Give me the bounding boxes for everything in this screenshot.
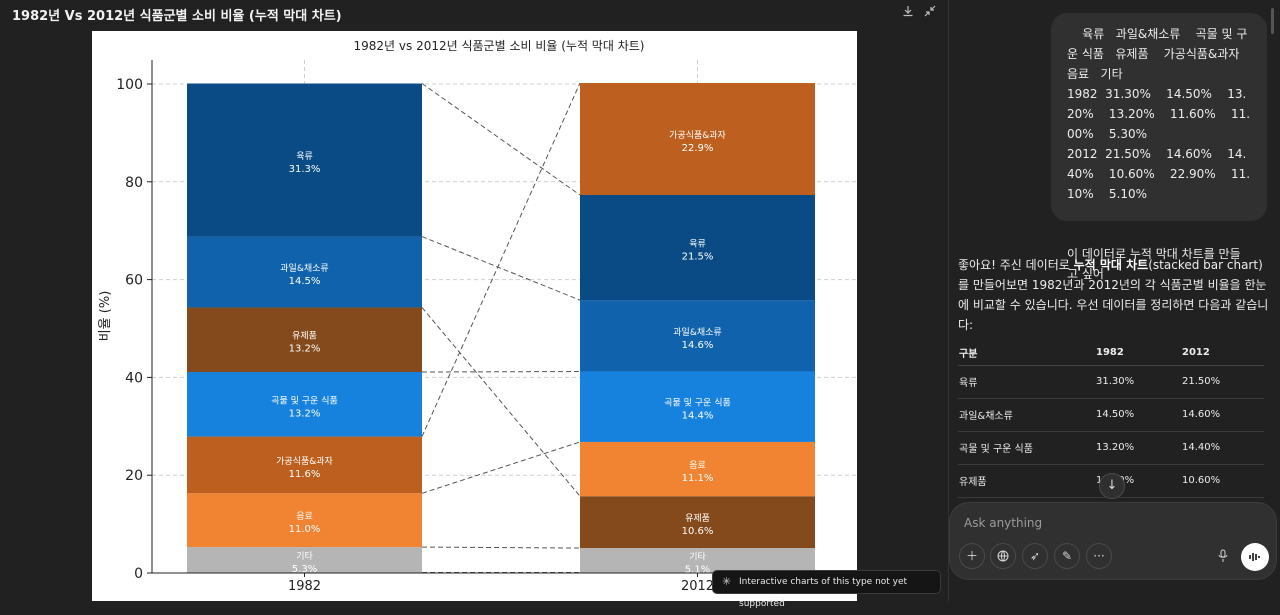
assistant-reply: 좋아요! 주신 데이터로 누적 막대 차트(stacked bar chart)… (958, 255, 1272, 335)
table-row: 곡물 및 구운 식품 13.20% 14.40% (958, 431, 1264, 464)
stacked-bar-chart: 1982년 vs 2012년 식품군별 소비 비율 (누적 막대 차트) 비율 … (92, 31, 857, 601)
table-cell: 곡물 및 구운 식품 (958, 431, 1095, 464)
chat-panel: 육류 과일&채소류 곡물 및 구운 식품 유제품 가공식품&과자 음료 기타 1… (949, 0, 1280, 601)
segment-label: 음료 (296, 511, 313, 522)
table-cell: 13.20% (1095, 431, 1181, 464)
segment-label: 가공식품&과자 (276, 456, 333, 467)
sparkle-off-icon: ✳ (722, 571, 731, 593)
table-cell: 유제품 (958, 464, 1095, 497)
segment-label: 과일&채소류 (673, 327, 721, 338)
data-label: 14.5% (289, 276, 321, 287)
segment-label: 곡물 및 구운 식품 (271, 394, 338, 406)
connector-lines (422, 83, 580, 572)
table-header: 구분 (958, 341, 1095, 365)
data-label: 31.3% (289, 164, 321, 175)
toast-text: Interactive charts of this type not yet … (739, 577, 907, 609)
panel-title: 1982년 Vs 2012년 식품군별 소비 비율 (누적 막대 차트) (12, 5, 342, 24)
segment-label: 유제품 (292, 331, 317, 342)
table-cell: 10.60% (1181, 464, 1264, 497)
chart-card: 1982년 vs 2012년 식품군별 소비 비율 (누적 막대 차트) 비율 … (92, 31, 857, 601)
connector-line (422, 84, 580, 195)
microphone-icon[interactable] (1210, 543, 1236, 569)
table-header-row: 구분 1982 2012 (958, 341, 1264, 365)
table-cell: 과일&채소류 (958, 398, 1095, 431)
rocket-icon[interactable]: ➶ (1022, 543, 1048, 569)
data-label: 21.5% (682, 252, 714, 263)
segment-label: 육류 (689, 239, 706, 250)
y-tick-label: 0 (134, 566, 143, 582)
data-label: 13.2% (289, 344, 321, 355)
table-cell: 31.30% (1095, 365, 1181, 398)
plus-icon[interactable]: ＋ (959, 543, 985, 569)
data-label: 11.0% (289, 524, 321, 535)
y-axis-label: 비율 (%) (98, 291, 113, 342)
collapse-icon[interactable] (922, 5, 938, 21)
connector-line (422, 237, 580, 301)
palette-icon[interactable]: ✎ (1054, 543, 1080, 569)
segment-label: 음료 (689, 460, 706, 471)
segment-label: 육류 (296, 151, 313, 162)
reply-text-bold: 누적 막대 차트 (1074, 258, 1149, 272)
x-tick-label: 2012 (681, 579, 714, 594)
chart-panel: 1982년 Vs 2012년 식품군별 소비 비율 (누적 막대 차트) 198… (0, 0, 948, 601)
table-cell: 육류 (958, 365, 1095, 398)
composer: Ask anything ＋ ➶ ✎ ··· (949, 502, 1277, 580)
data-label: 22.9% (682, 143, 714, 154)
y-tick-label: 40 (125, 370, 143, 386)
unsupported-toast: ✳ Interactive charts of this type not ye… (712, 570, 941, 594)
table-header: 1982 (1095, 341, 1181, 365)
download-icon[interactable] (900, 5, 916, 21)
y-tick-label: 100 (116, 77, 143, 93)
segment-label: 기타 (296, 551, 313, 562)
scroll-down-button[interactable]: ↓ (1099, 473, 1125, 499)
data-label: 13.2% (289, 408, 321, 419)
globe-icon[interactable] (990, 543, 1016, 569)
y-tick-label: 60 (125, 273, 143, 289)
table-cell: 14.50% (1095, 398, 1181, 431)
chat-scrollbar[interactable] (1271, 8, 1274, 34)
data-label: 10.6% (682, 526, 714, 537)
data-label: 11.1% (682, 473, 714, 484)
table-row: 육류 31.30% 21.50% (958, 365, 1264, 398)
data-label: 14.6% (682, 340, 714, 351)
table-header: 2012 (1181, 341, 1264, 365)
reply-text-prefix: 좋아요! 주신 데이터로 (958, 258, 1074, 272)
more-icon[interactable]: ··· (1086, 543, 1112, 569)
connector-line (422, 547, 580, 548)
data-label: 14.4% (682, 411, 714, 422)
voice-mode-icon[interactable] (1241, 543, 1269, 571)
data-label: 11.6% (289, 469, 321, 480)
table-cell: 21.50% (1181, 365, 1264, 398)
composer-input[interactable]: Ask anything (964, 516, 1042, 530)
segment-label: 과일&채소류 (280, 263, 328, 274)
table-cell: 14.60% (1181, 398, 1264, 431)
table-row: 과일&채소류 14.50% 14.60% (958, 398, 1264, 431)
panel-header: 1982년 Vs 2012년 식품군별 소비 비율 (누적 막대 차트) (0, 0, 948, 28)
user-message: 육류 과일&채소류 곡물 및 구운 식품 유제품 가공식품&과자 음료 기타 1… (1051, 13, 1267, 221)
table-cell: 14.40% (1181, 431, 1264, 464)
x-tick-label: 1982 (288, 579, 321, 594)
segment-label: 가공식품&과자 (669, 130, 726, 141)
segment-label: 기타 (689, 552, 706, 563)
connector-line (422, 83, 580, 437)
segment-label: 유제품 (685, 513, 710, 524)
segment-label: 곡물 및 구운 식품 (664, 397, 731, 409)
chart-title: 1982년 vs 2012년 식품군별 소비 비율 (누적 막대 차트) (354, 39, 645, 53)
y-tick-label: 20 (125, 468, 143, 484)
arrow-down-icon: ↓ (1107, 478, 1118, 493)
y-tick-label: 80 (125, 175, 143, 191)
